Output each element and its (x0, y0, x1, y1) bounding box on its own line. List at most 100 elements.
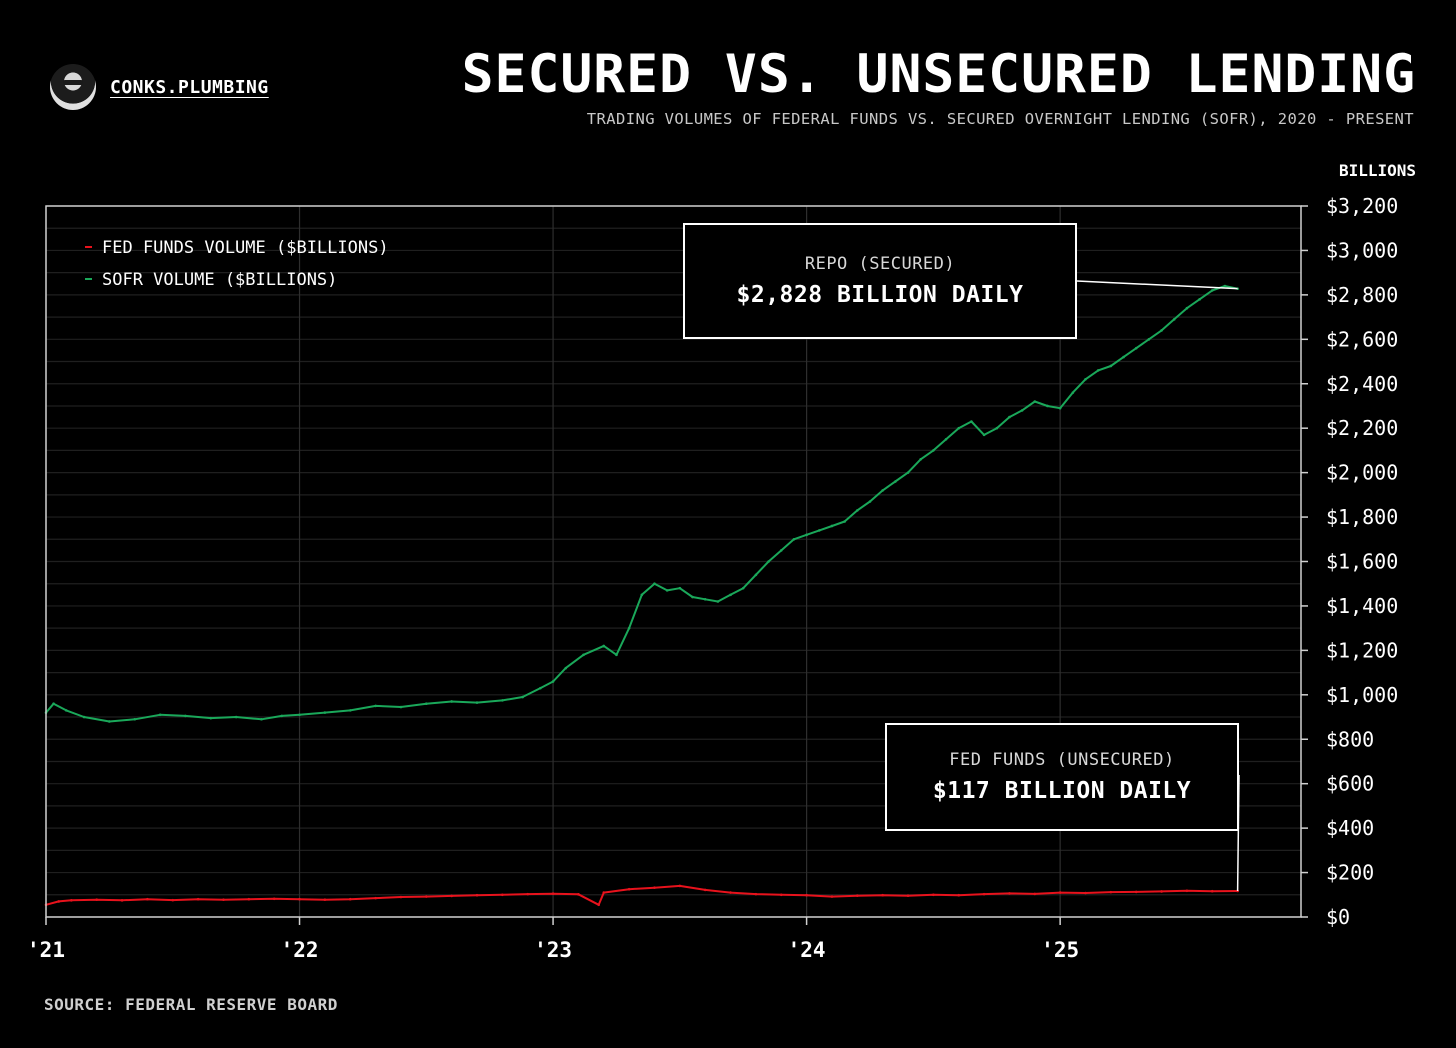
data-point-fed-funds (1058, 891, 1062, 894)
connector-repo (1076, 280, 1238, 290)
data-point-fed-funds (501, 893, 504, 897)
data-point-fed-funds (70, 899, 73, 902)
data-point-sofr (741, 586, 745, 590)
data-point-sofr (1134, 346, 1138, 350)
data-point-sofr (665, 589, 669, 592)
data-point-sofr (1084, 378, 1087, 381)
data-point-sofr (678, 586, 682, 590)
page-title: SECURED VS. UNSECURED LENDING (461, 44, 1416, 105)
data-point-sofr (260, 717, 263, 721)
data-point-fed-funds (1185, 889, 1189, 893)
data-point-sofr (399, 705, 403, 709)
data-point-sofr (564, 666, 568, 670)
data-point-fed-funds (779, 893, 783, 897)
data-point-fed-funds (222, 898, 225, 901)
data-point-fed-funds (957, 893, 961, 897)
data-point-sofr (551, 680, 555, 683)
data-point-fed-funds (1084, 891, 1087, 895)
data-point-fed-funds (1160, 890, 1163, 893)
page-subtitle: TRADING VOLUMES OF FEDERAL FUNDS VS. SEC… (586, 110, 1414, 128)
data-point-sofr (640, 593, 644, 597)
data-point-sofr (817, 529, 821, 532)
data-point-sofr (881, 489, 884, 492)
data-point-fed-funds (754, 892, 758, 896)
data-point-fed-funds (399, 895, 403, 899)
data-point-sofr (868, 500, 872, 503)
data-point-sofr (919, 457, 922, 461)
legend-label: SOFR VOLUME ($BILLIONS) (102, 270, 337, 290)
data-point-fed-funds (1134, 890, 1138, 894)
data-point-fed-funds (526, 892, 530, 896)
annotation-repo: REPO (SECURED) $2,828 BILLION DAILY (683, 223, 1077, 339)
data-point-sofr (767, 560, 770, 563)
data-point-sofr (374, 704, 377, 708)
data-point-sofr (1008, 415, 1011, 419)
data-point-sofr (1109, 364, 1113, 368)
data-point-fed-funds (298, 897, 301, 901)
data-point-sofr (64, 709, 68, 712)
data-point-fed-funds (881, 893, 884, 897)
data-point-sofr (894, 480, 897, 483)
data-point-fed-funds (597, 903, 601, 907)
data-point-fed-funds (475, 893, 479, 897)
data-point-fed-funds (1109, 890, 1113, 894)
y-tick-label: $0 (1326, 905, 1350, 929)
data-point-sofr (653, 582, 656, 586)
data-point-sofr (957, 426, 961, 430)
data-point-fed-funds (678, 884, 682, 888)
data-point-fed-funds (171, 898, 175, 902)
data-point-sofr (627, 626, 631, 630)
y-tick-label: $2,800 (1326, 283, 1398, 307)
y-tick-label: $1,800 (1326, 505, 1398, 529)
data-point-sofr (1172, 318, 1176, 321)
data-point-sofr (932, 449, 935, 452)
data-point-fed-funds (247, 897, 251, 901)
y-tick-label: $1,600 (1326, 550, 1398, 574)
data-point-sofr (805, 533, 808, 537)
data-point-fed-funds (602, 891, 606, 894)
data-point-sofr (1210, 289, 1214, 292)
y-tick-label: $2,600 (1326, 327, 1398, 351)
y-tick-label: $1,400 (1326, 594, 1398, 618)
data-point-sofr (716, 600, 720, 603)
y-axis-ticks: $0 $200 $400 $600 $800 $1,000 $1,200 $1,400 $1,6… (1301, 194, 1398, 929)
data-point-fed-funds (1008, 892, 1011, 895)
data-point-fed-funds (120, 899, 124, 902)
data-point-sofr (1160, 329, 1163, 332)
data-point-sofr (234, 715, 238, 719)
data-point-sofr (602, 644, 606, 648)
y-tick-label: $1,200 (1326, 638, 1398, 662)
x-tick-label: '21 (27, 938, 65, 962)
data-point-fed-funds (95, 898, 99, 901)
y-axis-label: BILLIONS (1339, 161, 1416, 180)
legend-label: FED FUNDS VOLUME ($BILLIONS) (102, 238, 389, 258)
series-layer (44, 284, 1239, 907)
data-point-fed-funds (627, 887, 631, 891)
annotation-fed-funds-value: $117 BILLION DAILY (932, 778, 1192, 804)
y-tick-label: $600 (1326, 772, 1374, 796)
data-point-fed-funds (450, 894, 453, 898)
data-point-sofr (830, 524, 834, 528)
x-tick-label: '22 (281, 938, 319, 962)
data-point-sofr (906, 471, 910, 474)
brand-link[interactable]: CONKS.PLUMBING (110, 76, 269, 98)
data-point-sofr (779, 549, 783, 552)
data-point-fed-funds (703, 888, 707, 892)
data-point-fed-funds (348, 897, 352, 901)
data-point-fed-funds (323, 898, 327, 901)
data-point-sofr (108, 720, 111, 723)
data-point-sofr (1185, 306, 1189, 310)
x-tick-label: '24 (788, 938, 826, 962)
data-point-sofr (323, 711, 327, 714)
data-point-fed-funds (425, 895, 428, 898)
data-point-fed-funds (856, 894, 859, 897)
data-point-sofr (982, 433, 986, 437)
data-point-sofr (1223, 284, 1227, 288)
x-tick-label: '25 (1041, 938, 1079, 962)
data-point-sofr (729, 593, 732, 597)
data-point-sofr (691, 595, 694, 599)
data-point-sofr (82, 715, 86, 719)
y-tick-label: $3,200 (1326, 194, 1398, 218)
data-point-fed-funds (982, 892, 986, 896)
